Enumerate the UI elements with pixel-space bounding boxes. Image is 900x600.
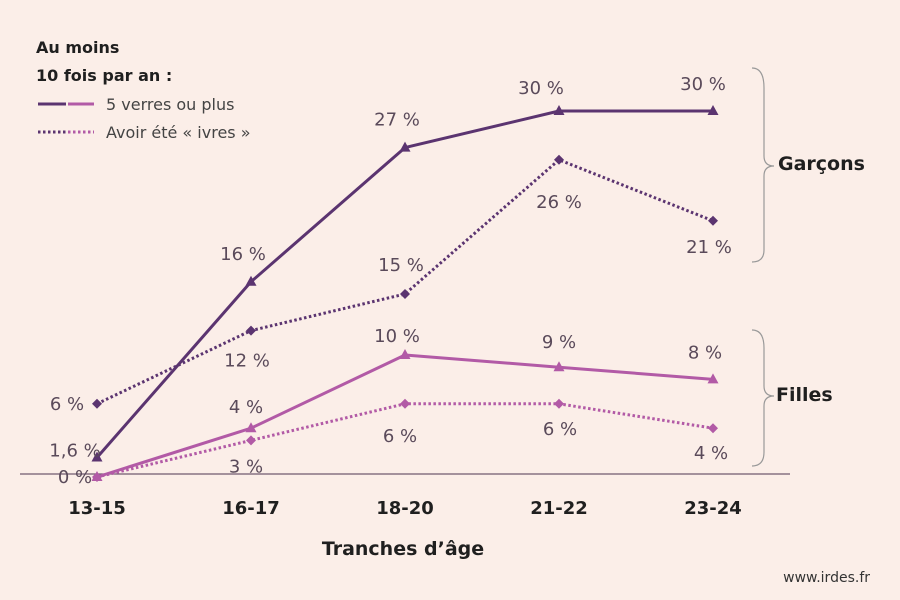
data-point-boys-drunk-3	[554, 154, 564, 165]
data-point-boys-binge-2	[399, 141, 411, 152]
legend-label-dotted: Avoir été « ivres »	[106, 122, 251, 142]
data-point-girls-drunk-3	[554, 398, 564, 409]
value-label-girls-binge-4: 8 %	[688, 342, 722, 363]
group-label-girls: Filles	[776, 384, 833, 406]
value-label-boys-binge-1: 16 %	[220, 244, 266, 265]
data-point-boys-binge-0	[91, 451, 103, 462]
dotted-line-swatch	[38, 130, 94, 134]
data-point-girls-binge-3	[553, 361, 565, 372]
data-point-girls-binge-1	[245, 422, 257, 433]
data-point-boys-drunk-4	[708, 215, 718, 226]
legend: Au moins 10 fois par an : 5 verres ou pl…	[36, 34, 251, 146]
data-point-boys-binge-3	[553, 105, 565, 115]
value-label-boys-binge-3: 30 %	[518, 78, 564, 99]
group-label-boys: Garçons	[778, 153, 865, 175]
boys-brace	[751, 67, 775, 263]
value-label-girls-drunk-4: 4 %	[694, 443, 728, 464]
value-label-girls-binge-3: 9 %	[542, 332, 576, 353]
value-label-boys-drunk-1: 12 %	[224, 351, 270, 372]
data-point-girls-binge-2	[399, 349, 411, 359]
data-point-boys-drunk-1	[246, 325, 256, 336]
legend-title-line1: Au moins	[36, 38, 120, 57]
value-label-boys-drunk-4: 21 %	[686, 237, 732, 258]
value-label-boys-drunk-3: 26 %	[536, 192, 582, 213]
value-label-girls-drunk-2: 6 %	[383, 426, 417, 447]
value-label-girls-binge-0: 0 %	[58, 467, 92, 488]
x-tick-label-0: 13-15	[68, 498, 126, 519]
legend-label-solid: 5 verres ou plus	[106, 94, 235, 114]
x-tick-labels: 13-15 16-17 18-20 21-22 23-24	[68, 498, 742, 519]
solid-line-swatch	[38, 102, 94, 106]
value-label-girls-drunk-3: 6 %	[543, 419, 577, 440]
data-point-girls-drunk-4	[708, 423, 718, 434]
x-axis-title: Tranches d’âge	[321, 538, 485, 560]
x-tick-label-2: 18-20	[376, 498, 434, 519]
girls-brace	[751, 329, 775, 467]
value-label-girls-drunk-1: 3 %	[229, 456, 263, 477]
legend-item-dotted: Avoir été « ivres »	[36, 118, 251, 146]
x-tick-label-1: 16-17	[222, 498, 280, 519]
series-line-girls-binge	[96, 353, 714, 479]
value-label-boys-drunk-0: 6 %	[50, 394, 84, 415]
value-label-girls-binge-2: 10 %	[374, 326, 420, 347]
data-point-girls-drunk-1	[246, 435, 256, 446]
legend-item-solid: 5 verres ou plus	[36, 90, 251, 118]
data-point-boys-drunk-0	[92, 398, 102, 409]
data-point-boys-binge-1	[245, 275, 257, 286]
data-point-girls-drunk-2	[400, 398, 410, 409]
x-tick-label-3: 21-22	[530, 498, 588, 519]
data-point-girls-drunk-0	[92, 472, 102, 482]
value-labels: 1,6 % 16 % 27 % 30 % 30 % 6 % 12 % 15 % 26 % 21 %…	[49, 74, 732, 488]
value-label-boys-binge-0: 1,6 %	[49, 440, 100, 461]
value-label-boys-binge-2: 27 %	[374, 110, 420, 131]
data-point-boys-binge-4	[707, 105, 719, 115]
value-label-boys-binge-4: 30 %	[680, 74, 726, 95]
data-point-girls-binge-4	[707, 373, 719, 384]
x-tick-label-4: 23-24	[684, 498, 742, 519]
data-point-boys-drunk-2	[400, 289, 410, 299]
legend-title-line2: 10 fois par an :	[36, 66, 173, 85]
value-label-girls-binge-1: 4 %	[229, 397, 263, 418]
series-line-boys-drunk	[96, 158, 714, 406]
value-label-boys-drunk-2: 15 %	[378, 255, 424, 276]
source-url: www.irdes.fr	[783, 570, 870, 586]
series-layer	[91, 105, 719, 482]
